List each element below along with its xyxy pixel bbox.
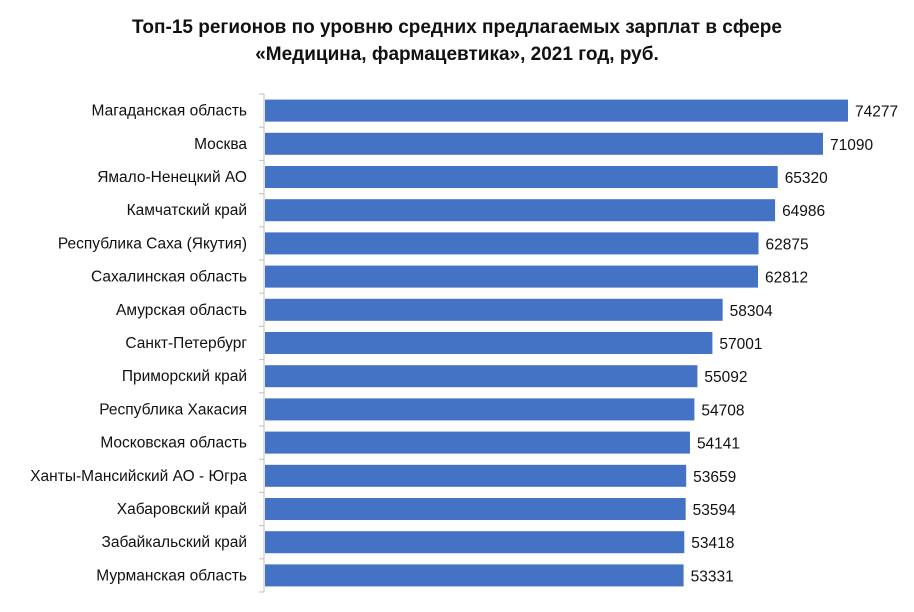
- data-label: 53418: [691, 535, 734, 552]
- data-label: 53594: [693, 502, 736, 519]
- category-label: Санкт-Петербург: [125, 335, 247, 352]
- category-label: Республика Саха (Якутия): [58, 235, 247, 252]
- data-label: 74277: [855, 104, 898, 121]
- data-label: 54708: [701, 402, 744, 419]
- category-label: Москва: [194, 136, 247, 153]
- category-label: Сахалинская область: [91, 269, 247, 286]
- bar: [265, 365, 698, 388]
- data-label: 55092: [704, 369, 747, 386]
- chart-title-line2: «Медицина, фармацевтика», 2021 год, руб.: [255, 44, 659, 65]
- data-label: 53659: [693, 469, 736, 486]
- bar: [265, 431, 690, 454]
- category-label: Приморский край: [122, 368, 247, 385]
- bar: [265, 166, 778, 188]
- category-label: Ханты-Мансийский АО - Югра: [30, 468, 247, 485]
- bar: [265, 564, 684, 587]
- category-label: Камчатский край: [127, 202, 247, 219]
- data-label: 65320: [785, 170, 828, 187]
- category-label: Магаданская область: [92, 103, 247, 120]
- data-label: 64986: [782, 203, 825, 220]
- data-label: 54141: [697, 436, 740, 453]
- bar: [265, 464, 687, 487]
- bar: [265, 132, 823, 155]
- bar: [265, 232, 759, 255]
- bar: [265, 332, 713, 354]
- category-label: Ямало-Ненецкий АО: [97, 169, 247, 186]
- data-label: 71090: [830, 137, 873, 154]
- category-label: Мурманская область: [96, 567, 247, 584]
- bar: [265, 398, 695, 421]
- data-label: 53331: [691, 568, 734, 585]
- bar: [265, 199, 776, 222]
- data-label: 62875: [766, 236, 809, 253]
- bar: [265, 298, 723, 321]
- bar: [265, 265, 759, 288]
- bar: [265, 99, 848, 122]
- chart-title-line1: Топ-15 регионов по уровню средних предла…: [132, 17, 782, 38]
- data-label: 62812: [765, 270, 808, 287]
- category-label: Амурская область: [116, 302, 247, 319]
- bar: [265, 498, 686, 520]
- data-label: 58304: [730, 303, 773, 320]
- category-label: Хабаровский край: [117, 501, 247, 518]
- category-label: Забайкальский край: [102, 534, 247, 551]
- category-label: Республика Хакасия: [99, 401, 247, 418]
- category-label: Московская область: [100, 435, 247, 452]
- bar: [265, 531, 685, 554]
- chart-title: Топ-15 регионов по уровню средних предла…: [0, 14, 914, 68]
- data-label: 57001: [719, 336, 762, 353]
